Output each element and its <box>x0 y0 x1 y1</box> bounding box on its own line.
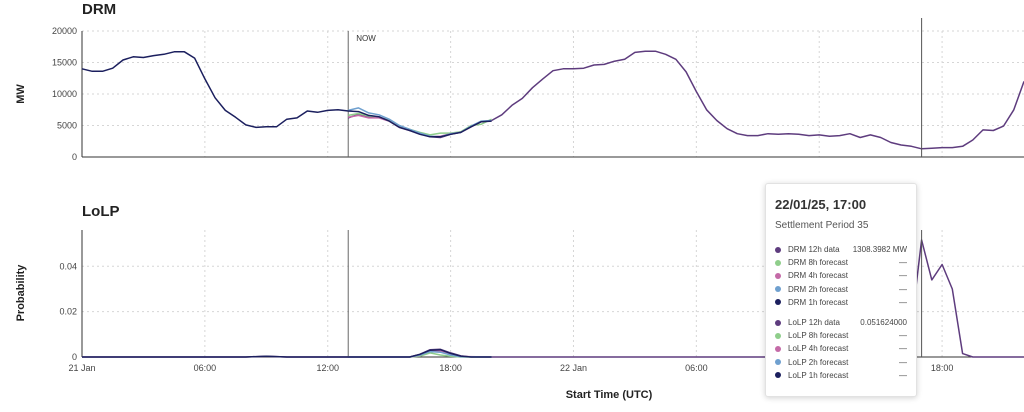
x-tick-label: 21 Jan <box>68 363 95 373</box>
tooltip-subtitle: Settlement Period 35 <box>775 220 869 231</box>
tooltip-series-value: 1308.3982 MW <box>852 245 907 255</box>
tooltip-series-name: LoLP 8h forecast <box>788 331 849 341</box>
tooltip-rows: DRM 12h data 1308.3982 MW DRM 8h forecast —… <box>775 243 907 382</box>
legend-dot-icon <box>775 286 781 293</box>
x-tick-label: 18:00 <box>931 363 954 373</box>
tooltip-row: DRM 4h forecast — <box>775 269 907 282</box>
tooltip-series-name: LoLP 4h forecast <box>788 344 849 354</box>
legend-dot-icon <box>775 345 781 352</box>
series-line-drm-8h-forecast <box>348 112 492 136</box>
tooltip-row: DRM 12h data 1308.3982 MW <box>775 243 907 256</box>
tooltip-row: LoLP 4h forecast — <box>775 342 907 355</box>
tooltip-row: DRM 8h forecast — <box>775 256 907 269</box>
y-tick-label: 15000 <box>52 58 77 68</box>
tooltip-series-value: — <box>899 370 907 380</box>
tooltip-series-value: — <box>899 284 907 294</box>
hover-tooltip: 22/01/25, 17:00 Settlement Period 35 DRM… <box>765 183 917 397</box>
tooltip-series-name: DRM 8h forecast <box>788 258 849 268</box>
y-tick-label: 0.04 <box>59 261 77 271</box>
tooltip-series-value: 0.051624000 <box>860 318 907 328</box>
x-tick-label: 06:00 <box>685 363 708 373</box>
y-tick-label: 0 <box>72 152 77 162</box>
tooltip-series-name: LoLP 12h data <box>788 318 840 328</box>
lolp-y-axis-label: Probability <box>15 264 27 322</box>
series-line-drm-1h-forecast <box>81 51 492 138</box>
drm-panel-title: DRM <box>82 1 116 18</box>
tooltip-series-name: DRM 2h forecast <box>788 284 849 294</box>
tooltip-row: LoLP 1h forecast — <box>775 369 907 382</box>
tooltip-series-value: — <box>899 344 907 354</box>
now-marker-label: NOW <box>356 34 376 43</box>
legend-dot-icon <box>775 359 781 366</box>
y-tick-label: 10000 <box>52 89 77 99</box>
tooltip-series-name: LoLP 2h forecast <box>788 357 849 367</box>
tooltip-row: LoLP 2h forecast — <box>775 356 907 369</box>
legend-dot-icon <box>775 319 781 326</box>
series-line-lolp-1h-forecast <box>82 348 492 358</box>
tooltip-series-name: DRM 4h forecast <box>788 271 849 281</box>
tooltip-series-name: DRM 12h data <box>788 245 840 255</box>
tooltip-series-value: — <box>899 331 907 341</box>
tooltip-series-value: — <box>899 297 907 307</box>
tooltip-title: 22/01/25, 17:00 <box>775 197 867 212</box>
tooltip-series-value: — <box>899 271 907 281</box>
tooltip-series-name: LoLP 1h forecast <box>788 370 849 380</box>
legend-dot-icon <box>775 246 781 253</box>
legend-dot-icon <box>775 299 781 306</box>
x-tick-label: 18:00 <box>439 363 462 373</box>
tooltip-row: DRM 2h forecast — <box>775 283 907 296</box>
legend-dot-icon <box>775 259 781 266</box>
tooltip-series-value: — <box>899 357 907 367</box>
y-tick-label: 5000 <box>57 121 77 131</box>
legend-dot-icon <box>775 332 781 339</box>
y-tick-label: 20000 <box>52 26 77 36</box>
x-tick-label: 12:00 <box>316 363 339 373</box>
series-line-drm-2h-forecast <box>348 107 492 138</box>
drm-panel: 0 5000 10000 15000 20000 NOW <box>52 18 1024 162</box>
tooltip-row: LoLP 12h data 0.051624000 <box>775 316 907 329</box>
tooltip-row: LoLP 8h forecast — <box>775 329 907 342</box>
tooltip-separator <box>775 309 907 316</box>
legend-dot-icon <box>775 272 781 279</box>
tooltip-series-value: — <box>899 258 907 268</box>
tooltip-series-name: DRM 1h forecast <box>788 297 849 307</box>
lolp-panel-title: LoLP <box>82 203 120 220</box>
legend-dot-icon <box>775 372 781 379</box>
x-tick-label: 06:00 <box>194 363 217 373</box>
y-tick-label: 0.02 <box>59 307 77 317</box>
tooltip-row: DRM 1h forecast — <box>775 296 907 309</box>
y-tick-label: 0 <box>72 352 77 362</box>
x-tick-label: 22 Jan <box>560 363 587 373</box>
x-axis-label: Start Time (UTC) <box>566 389 653 401</box>
drm-y-axis-label: MW <box>15 84 27 104</box>
